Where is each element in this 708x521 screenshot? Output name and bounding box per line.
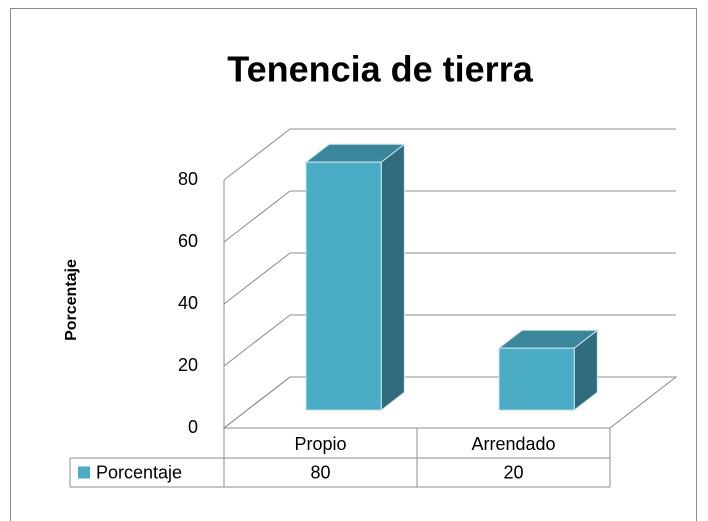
y-tick-label: 80 [178, 169, 198, 189]
bar [498, 347, 575, 411]
x-tick-label: Propio [294, 434, 346, 454]
grid-line [223, 376, 291, 429]
grid-line [223, 190, 291, 243]
legend-swatch [78, 466, 90, 479]
y-tick-label: 0 [188, 417, 198, 437]
y-tick-label: 20 [178, 355, 198, 375]
chart-title: Tenencia de tierra [227, 49, 533, 90]
grid-line [223, 128, 291, 181]
legend-label: Porcentaje [96, 462, 182, 482]
table-value: 20 [503, 462, 523, 482]
table-value: 80 [310, 462, 330, 482]
x-tick-label: Arrendado [471, 434, 555, 454]
y-tick-label: 60 [178, 231, 198, 251]
y-tick-label: 40 [178, 293, 198, 313]
grid-line [223, 252, 291, 305]
grid-line [223, 314, 291, 367]
bar [305, 161, 382, 411]
y-axis-label: Porcentaje [63, 259, 80, 341]
bar-side [380, 143, 405, 412]
